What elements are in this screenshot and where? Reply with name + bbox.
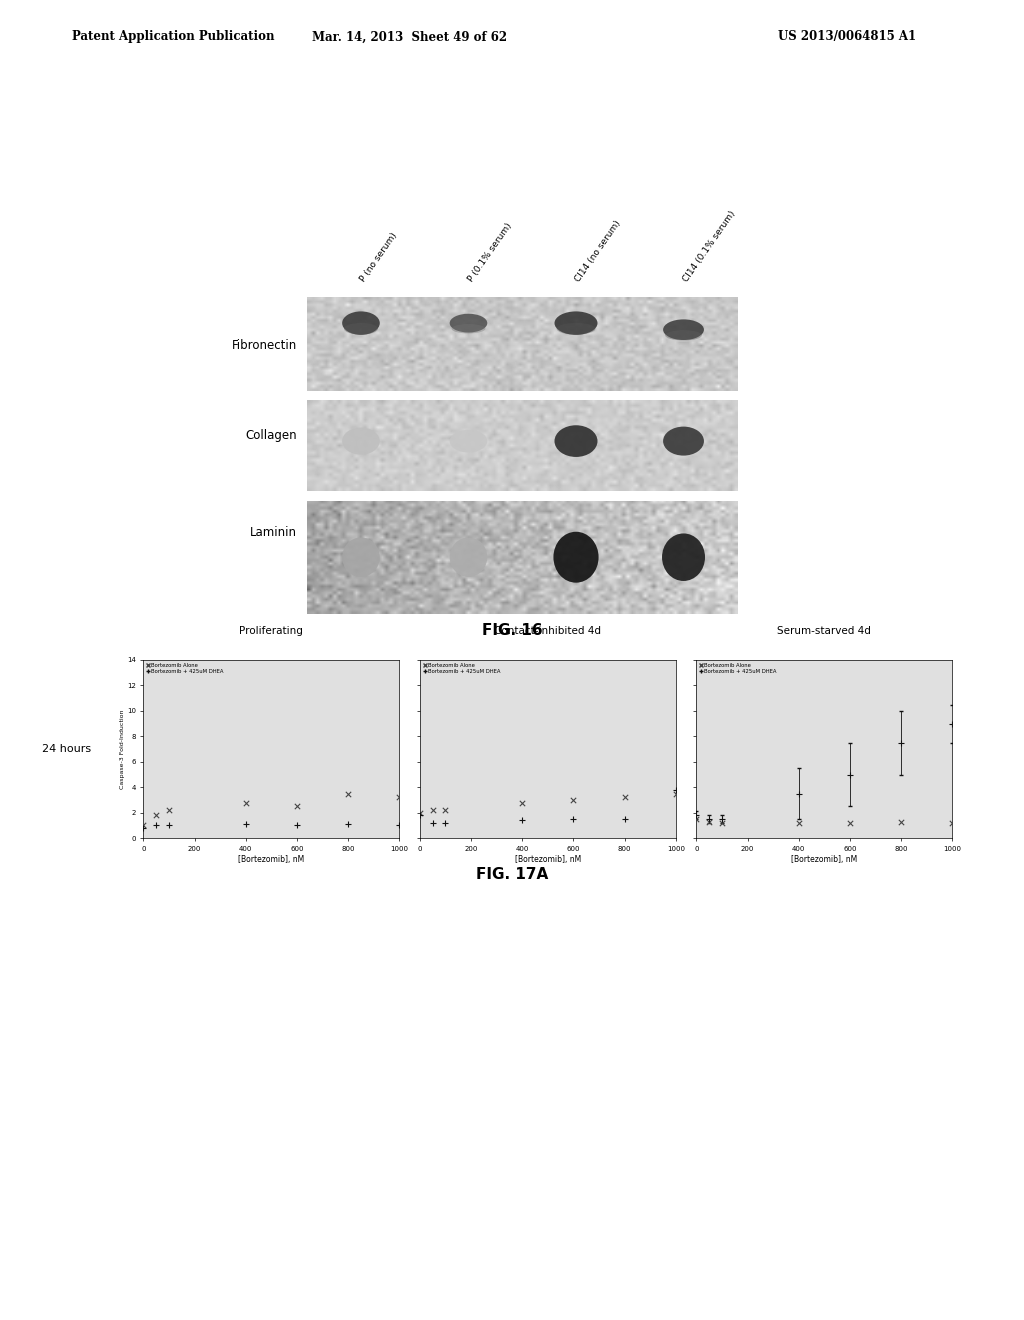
Text: Collagen: Collagen [246,429,297,442]
Bortezomib + 425uM DHEA [700,809,717,830]
Bortezomib Alone [340,783,356,804]
Bortezomib Alone [424,800,440,821]
Bortezomib + 425uM DHEA [842,764,858,785]
Bortezomib Alone [944,812,961,833]
Bortezomib + 425uM DHEA [391,814,408,836]
Bortezomib + 425uM DHEA [412,805,428,826]
Bortezomib + 425uM DHEA [668,779,684,800]
Bortezomib + 425uM DHEA [340,813,356,834]
Bortezomib + 425uM DHEA [238,813,254,834]
Ellipse shape [664,319,703,341]
X-axis label: [Bortezomib], nM: [Bortezomib], nM [792,854,857,863]
Legend: Bortezomib Alone, Bortezomib + 425uM DHEA: Bortezomib Alone, Bortezomib + 425uM DHE… [146,663,224,675]
Bortezomib + 425uM DHEA [437,812,454,833]
Ellipse shape [662,533,705,581]
Bortezomib Alone [688,809,705,830]
Y-axis label: Caspase-3 Fold-Induction: Caspase-3 Fold-Induction [121,709,125,789]
Bortezomib + 425uM DHEA [944,713,961,734]
Bortezomib Alone [514,792,530,813]
Text: US 2013/0064815 A1: US 2013/0064815 A1 [778,30,916,44]
Ellipse shape [450,430,487,453]
Legend: Bortezomib Alone, Bortezomib + 425uM DHEA: Bortezomib Alone, Bortezomib + 425uM DHE… [423,663,501,675]
Bortezomib Alone [391,787,408,808]
Bortezomib Alone [238,792,254,813]
Ellipse shape [666,330,701,341]
Bortezomib + 425uM DHEA [714,809,730,830]
Ellipse shape [342,428,380,454]
Ellipse shape [452,325,485,334]
Bortezomib Alone [565,789,582,810]
Text: P (no serum): P (no serum) [358,231,399,284]
Ellipse shape [450,314,487,333]
Ellipse shape [553,532,599,582]
Text: FIG. 17A: FIG. 17A [476,867,548,882]
Ellipse shape [342,312,380,335]
Bortezomib Alone [700,810,717,832]
Ellipse shape [557,323,595,334]
Text: CI14 (no serum): CI14 (no serum) [573,219,623,284]
Bortezomib Alone [135,814,152,836]
Bortezomib + 425uM DHEA [148,814,165,836]
Ellipse shape [450,537,487,577]
Ellipse shape [555,312,598,335]
Text: Serum-starved 4d: Serum-starved 4d [777,626,871,636]
Text: Patent Application Publication: Patent Application Publication [72,30,274,44]
Text: Contact-inhibited 4d: Contact-inhibited 4d [495,626,601,636]
Bortezomib + 425uM DHEA [616,809,633,830]
Ellipse shape [344,323,378,334]
X-axis label: [Bortezomib], nM: [Bortezomib], nM [515,854,581,863]
Ellipse shape [555,425,598,457]
Bortezomib + 425uM DHEA [565,809,582,830]
Bortezomib + 425uM DHEA [514,809,530,832]
Bortezomib + 425uM DHEA [289,814,305,836]
Bortezomib Alone [289,796,305,817]
X-axis label: [Bortezomib], nM: [Bortezomib], nM [239,854,304,863]
Bortezomib Alone [412,803,428,824]
Ellipse shape [342,537,380,577]
Bortezomib Alone [616,787,633,808]
Bortezomib Alone [668,783,684,804]
Text: FIG. 16: FIG. 16 [481,623,543,638]
Bortezomib + 425uM DHEA [688,805,705,826]
Bortezomib Alone [148,805,165,826]
Bortezomib Alone [893,810,909,832]
Text: 24 hours: 24 hours [42,744,91,754]
Legend: Bortezomib Alone, Bortezomib + 425uM DHEA: Bortezomib Alone, Bortezomib + 425uM DHE… [699,663,777,675]
Bortezomib Alone [437,800,454,821]
Text: Fibronectin: Fibronectin [231,339,297,352]
Bortezomib Alone [791,812,807,833]
Bortezomib + 425uM DHEA [424,812,440,833]
Bortezomib Alone [161,800,177,821]
Bortezomib + 425uM DHEA [893,733,909,754]
Text: Proliferating: Proliferating [240,626,303,636]
Text: P (0.1% serum): P (0.1% serum) [466,222,514,284]
Text: Laminin: Laminin [250,527,297,540]
Bortezomib + 425uM DHEA [135,817,152,838]
Bortezomib Alone [714,812,730,833]
Bortezomib + 425uM DHEA [791,783,807,804]
Ellipse shape [664,426,703,455]
Text: CI14 (0.1% serum): CI14 (0.1% serum) [681,210,737,284]
Bortezomib Alone [842,812,858,833]
Text: Mar. 14, 2013  Sheet 49 of 62: Mar. 14, 2013 Sheet 49 of 62 [312,30,507,44]
Bortezomib + 425uM DHEA [161,814,177,836]
